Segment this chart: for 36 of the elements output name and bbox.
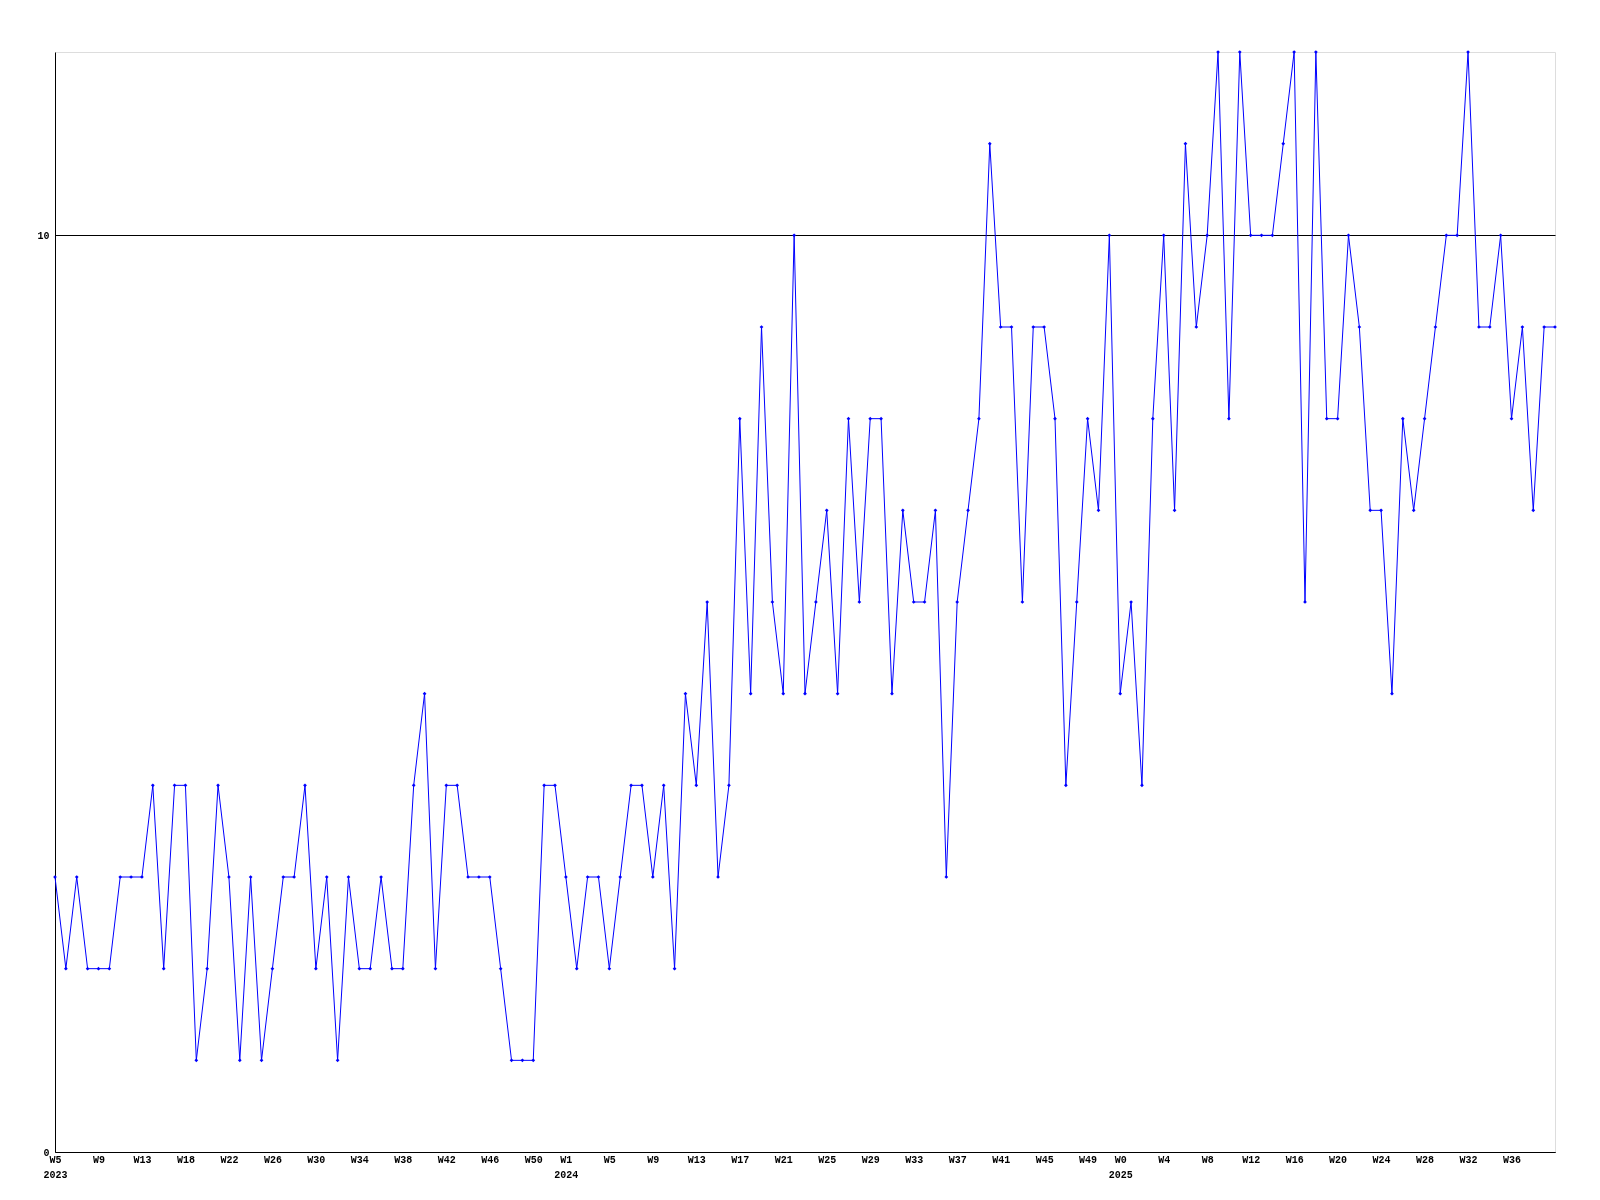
x-tick-label: W28 bbox=[1416, 1154, 1435, 1166]
x-tick-label: W45 bbox=[1035, 1154, 1054, 1166]
x-tick-label: W29 bbox=[861, 1154, 880, 1166]
x-tick-label: W38 bbox=[394, 1154, 413, 1166]
y-tick-label: 10 bbox=[37, 230, 50, 242]
x-tick-label: W4 bbox=[1158, 1154, 1171, 1166]
x-tick-label: W46 bbox=[481, 1154, 500, 1166]
x-tick-label: W37 bbox=[948, 1154, 967, 1166]
x-tick-label: W0 2025 bbox=[1108, 1154, 1133, 1181]
x-tick-label: W16 bbox=[1285, 1154, 1304, 1166]
x-tick-label: W50 bbox=[524, 1154, 543, 1166]
x-tick-label: W42 bbox=[437, 1154, 456, 1166]
x-tick-label: W25 bbox=[818, 1154, 837, 1166]
x-tick-label: W36 bbox=[1503, 1154, 1522, 1166]
x-tick-label: W9 bbox=[92, 1154, 105, 1166]
y-tick-label: 0 bbox=[43, 1147, 50, 1159]
x-tick-label: W24 bbox=[1372, 1154, 1391, 1166]
x-tick-label: W20 bbox=[1329, 1154, 1348, 1166]
x-tick-label: W32 bbox=[1459, 1154, 1478, 1166]
x-tick-label: W22 bbox=[220, 1154, 239, 1166]
x-tick-label: W8 bbox=[1201, 1154, 1214, 1166]
x-tick-label: W17 bbox=[731, 1154, 750, 1166]
x-tick-label: W9 bbox=[647, 1154, 660, 1166]
x-tick-label: W33 bbox=[905, 1154, 924, 1166]
x-tick-label: W30 bbox=[307, 1154, 326, 1166]
x-tick-label: W21 bbox=[774, 1154, 793, 1166]
x-tick-label: W1 2024 bbox=[554, 1154, 579, 1181]
x-tick-label: W34 bbox=[350, 1154, 369, 1166]
x-tick-label: W49 bbox=[1079, 1154, 1098, 1166]
x-tick-label: W18 bbox=[176, 1154, 195, 1166]
x-tick-label: W5 bbox=[603, 1154, 616, 1166]
x-tick-label: W13 bbox=[687, 1154, 706, 1166]
x-tick-label: W26 bbox=[263, 1154, 282, 1166]
x-tick-label: W12 bbox=[1242, 1154, 1261, 1166]
x-tick-label: W41 bbox=[992, 1154, 1011, 1166]
x-tick-label: W13 bbox=[133, 1154, 152, 1166]
